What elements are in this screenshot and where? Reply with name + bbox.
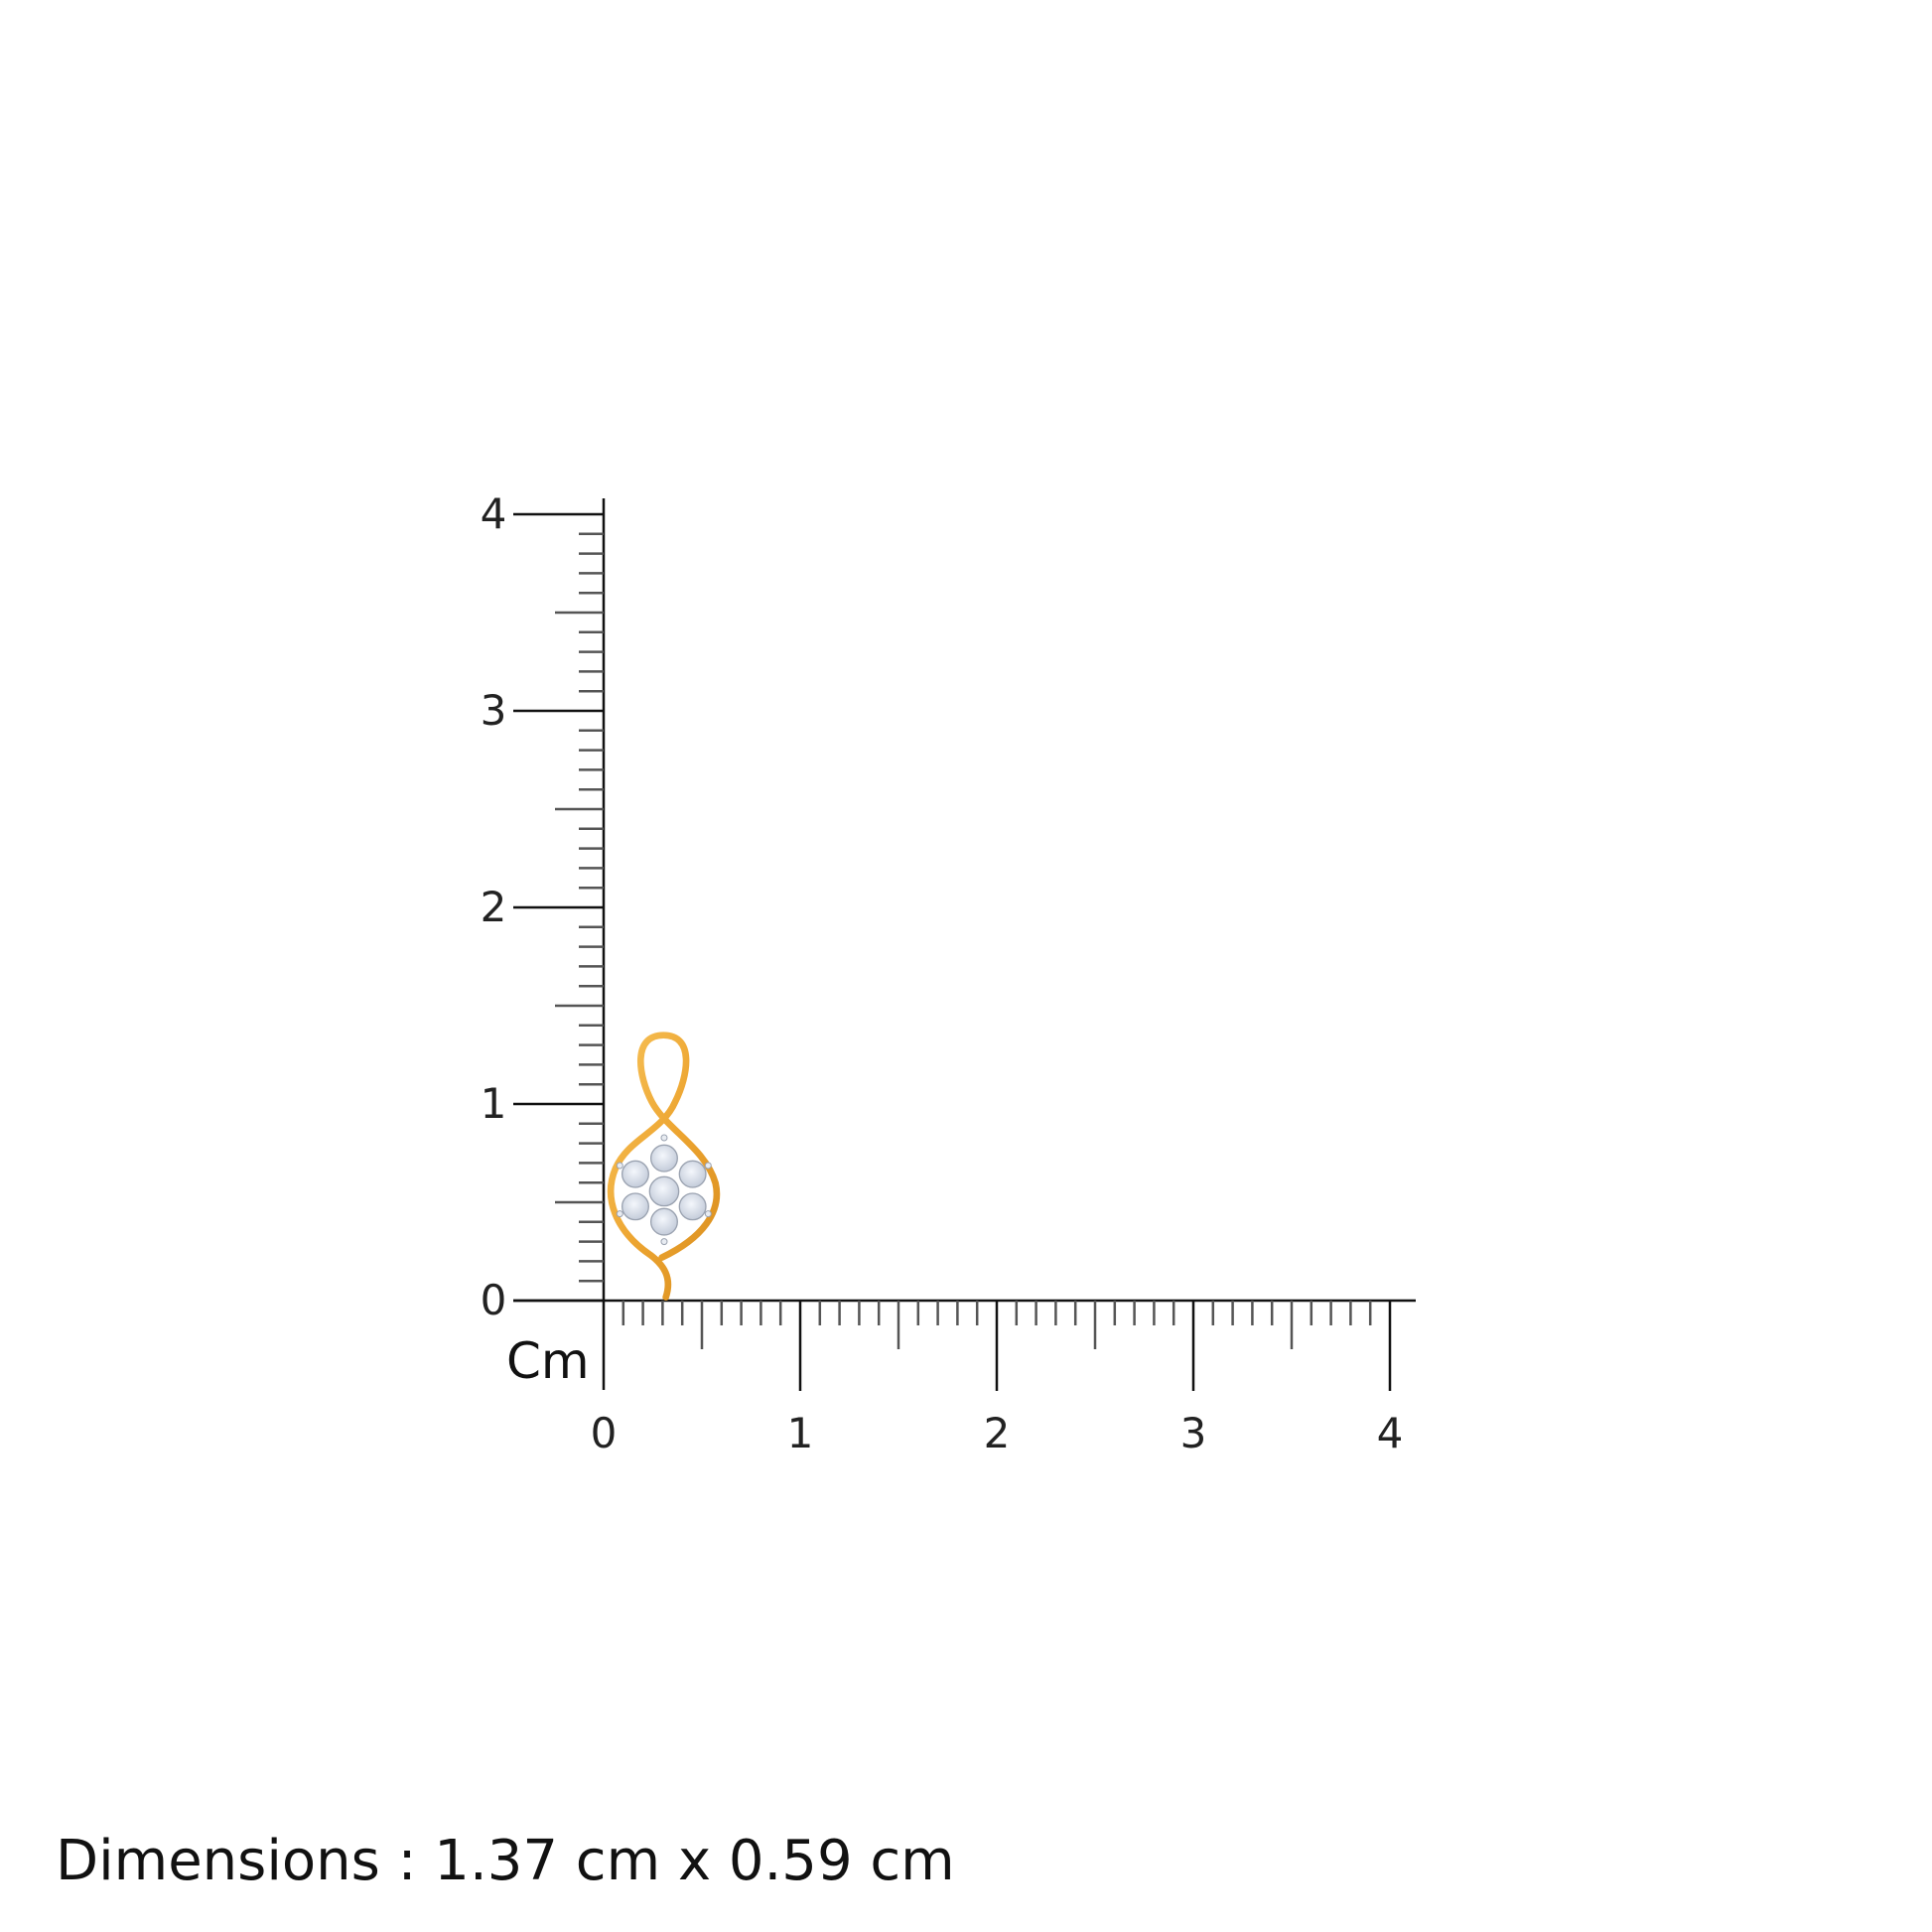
unit-label: Cm xyxy=(506,1332,590,1390)
y-tick-label: 1 xyxy=(481,1079,507,1128)
x-tick-label: 2 xyxy=(984,1409,1011,1457)
gold-ribbon xyxy=(607,1032,721,1301)
diamond-cluster xyxy=(616,1134,712,1246)
x-tick-label: 3 xyxy=(1180,1409,1207,1457)
y-tick-label: 2 xyxy=(481,883,507,931)
x-tick-label: 0 xyxy=(591,1409,618,1457)
ruler: 0 1 2 3 4 0 1 2 3 4 Cm xyxy=(481,489,1416,1457)
y-tick-label: 0 xyxy=(481,1276,507,1324)
dimensions-text: Dimensions : 1.37 cm x 0.59 cm xyxy=(56,1829,955,1893)
y-tick-label: 4 xyxy=(481,489,507,538)
x-tick-label: 4 xyxy=(1377,1409,1404,1457)
y-tick-label: 3 xyxy=(481,686,507,735)
x-tick-label: 1 xyxy=(787,1409,814,1457)
pendant-image xyxy=(607,1032,721,1301)
